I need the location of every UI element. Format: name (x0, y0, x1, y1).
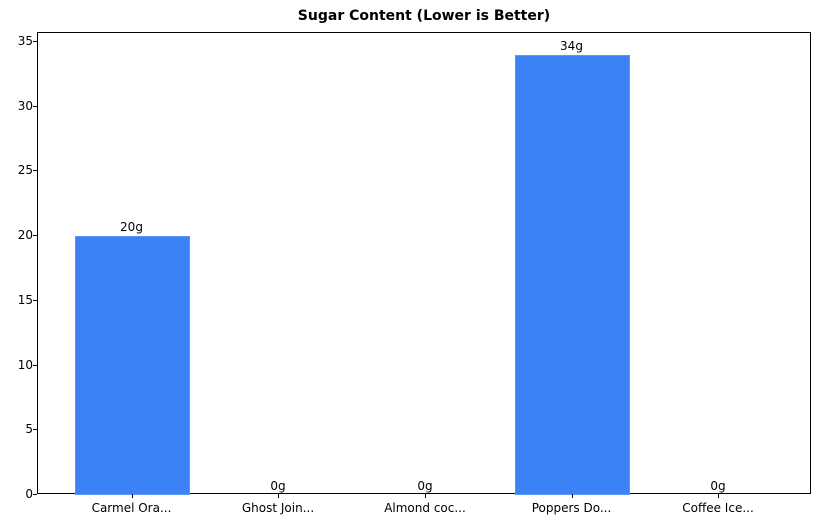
x-tick-label: Poppers Do... (531, 501, 612, 515)
x-tick-label: Carmel Ora... (91, 501, 172, 515)
x-tick-mark (425, 494, 426, 498)
y-tick-mark (33, 429, 37, 431)
bar-value-label: 0g (417, 479, 433, 493)
y-tick-mark (33, 494, 37, 495)
bar-value-label: 34g (560, 39, 583, 53)
y-tick-label: 35 (17, 34, 33, 49)
bar-value-label: 0g (710, 479, 726, 493)
x-tick-label: Ghost Join... (241, 501, 315, 515)
y-tick-label: 25 (17, 163, 33, 178)
bar-value-label: 20g (120, 220, 143, 235)
y-tick-mark (33, 105, 37, 107)
y-tick-mark (33, 299, 37, 301)
y-tick-label: 15 (17, 292, 33, 307)
bar-value-label: 0g (270, 479, 286, 493)
y-tick-label: 10 (17, 357, 33, 372)
x-tick-label: Coffee Ice... (682, 501, 754, 515)
y-tick-mark (33, 41, 37, 43)
x-tick-mark (718, 494, 719, 498)
y-tick-mark (33, 235, 37, 237)
y-tick-label: 0 (25, 487, 33, 501)
bar (515, 55, 630, 495)
plot-area (37, 32, 811, 495)
x-tick-mark (278, 494, 279, 498)
x-tick-label: Almond coc... (384, 501, 466, 515)
x-tick-mark (571, 494, 573, 498)
x-tick-mark (131, 494, 133, 498)
y-tick-label: 5 (25, 422, 33, 437)
y-tick-label: 20 (17, 228, 33, 243)
y-tick-mark (33, 364, 37, 366)
y-tick-label: 30 (17, 98, 33, 113)
bar (75, 236, 190, 495)
y-tick-mark (33, 170, 37, 172)
chart-title: Sugar Content (Lower is Better) (297, 8, 551, 24)
